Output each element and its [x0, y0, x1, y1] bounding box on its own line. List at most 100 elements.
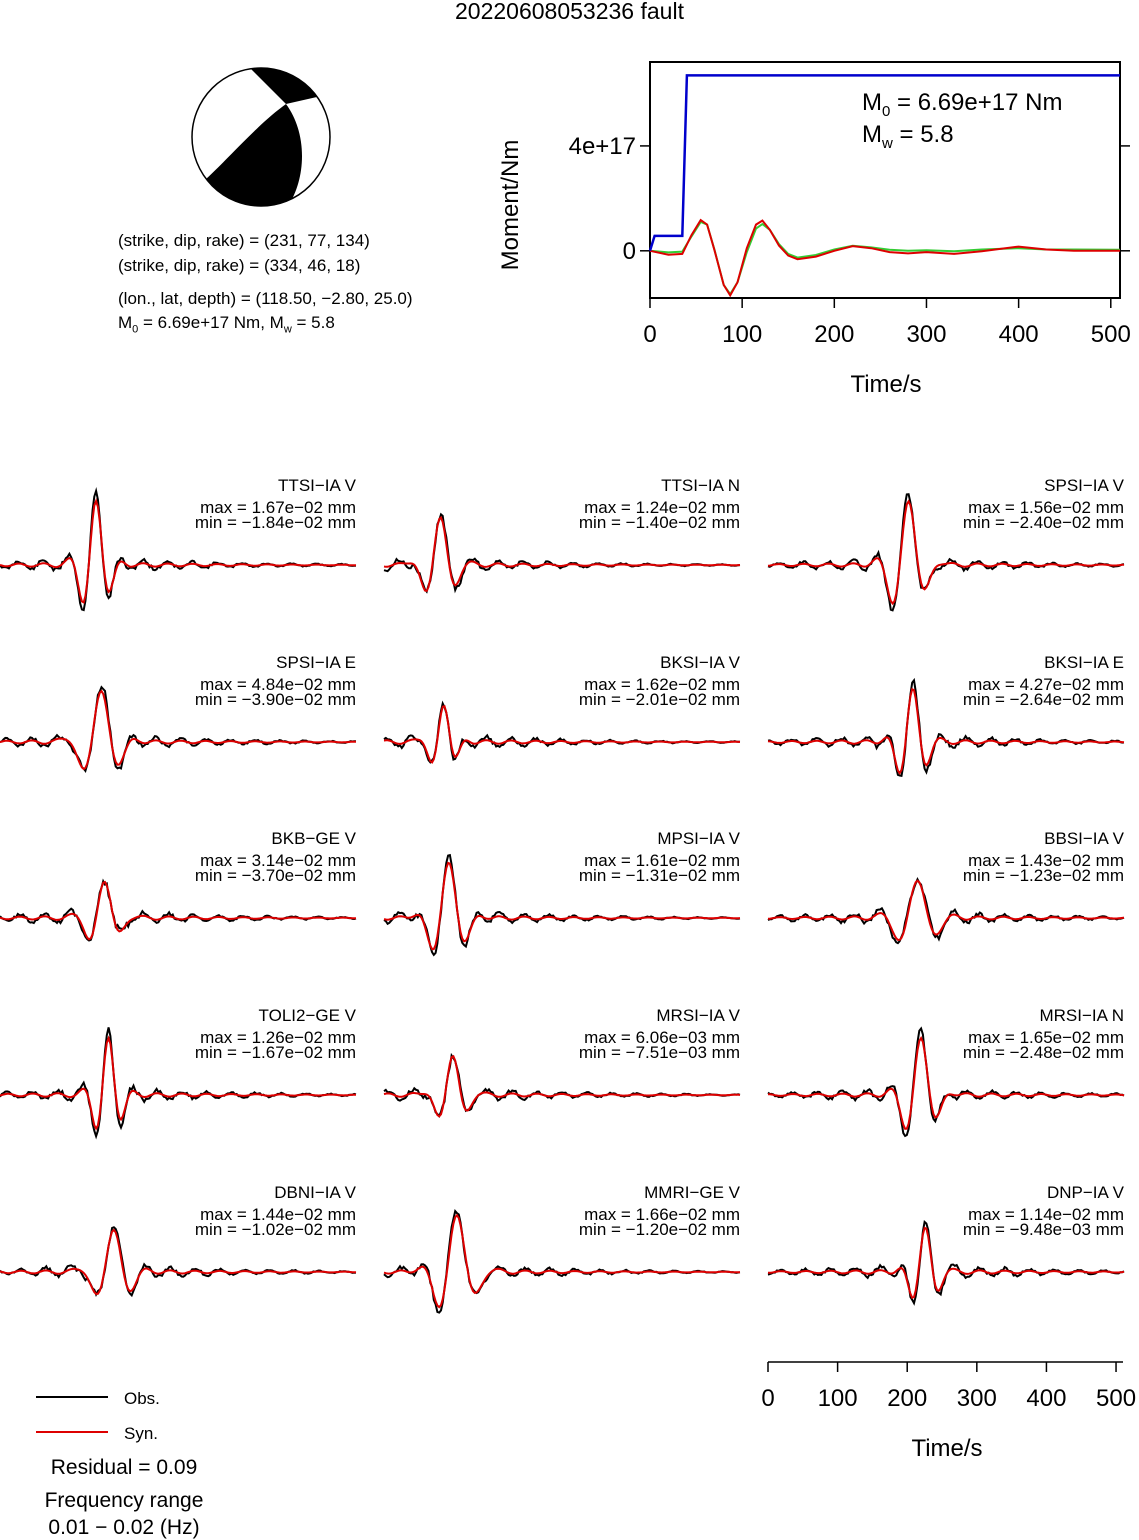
waveform-panel	[767, 1026, 1125, 1138]
trace-max: max = 1.24e−02 mm	[584, 498, 740, 517]
moment-xtick-label: 500	[1091, 321, 1131, 348]
legend-obs-label: Obs.	[124, 1389, 160, 1408]
moment-xlabel: Time/s	[850, 371, 921, 398]
trace-max: max = 1.62e−02 mm	[584, 675, 740, 694]
trace-label: TOLI2−GE V	[258, 1006, 356, 1025]
trace-min: min = −1.84e−02 mm	[194, 513, 356, 532]
figure-title: 20220608053236 fault	[455, 0, 684, 24]
waveform-panel	[767, 493, 1125, 612]
observed-trace	[0, 878, 357, 942]
residual-text: Residual = 0.09	[50, 1456, 198, 1479]
trace-label: MRSI−IA V	[656, 1006, 740, 1025]
trace-min: min = −9.48e−03 mm	[962, 1220, 1124, 1239]
waveform-panel	[767, 677, 1125, 777]
trace-label: MPSI−IA V	[657, 829, 740, 848]
trace-label: MRSI−IA N	[1039, 1006, 1124, 1025]
synthetic-trace	[383, 1054, 741, 1118]
waveform-panel	[0, 878, 357, 942]
trace-max: max = 1.26e−02 mm	[200, 1028, 356, 1047]
synthetic-trace	[0, 1228, 356, 1296]
synthetic-trace	[767, 1036, 1125, 1130]
synthetic-trace	[383, 1213, 740, 1309]
trace-min: min = −2.64e−02 mm	[962, 690, 1124, 709]
moment-xtick-label: 400	[999, 321, 1039, 348]
waveform-xtick-label: 400	[1026, 1385, 1066, 1412]
waveform-panel	[383, 1208, 741, 1314]
waveform-panel	[767, 876, 1125, 945]
synthetic-trace	[383, 861, 741, 951]
synthetic-trace	[0, 497, 356, 604]
trace-max: max = 1.67e−02 mm	[200, 498, 356, 517]
trace-label: BKB−GE V	[271, 829, 356, 848]
legend-lines	[36, 1396, 108, 1433]
trace-min: min = −1.31e−02 mm	[578, 866, 740, 885]
trace-min: min = −3.70e−02 mm	[194, 866, 356, 885]
trace-min: min = −1.67e−02 mm	[194, 1043, 356, 1062]
trace-label: MMRI−GE V	[644, 1183, 740, 1202]
waveform-xtick-label: 500	[1096, 1385, 1136, 1412]
moment-xtick-label: 200	[814, 321, 854, 348]
nodal-plane-2: (strike, dip, rake) = (334, 46, 18)	[118, 256, 361, 275]
waveform-xtick-label: 200	[887, 1385, 927, 1412]
frequency-label: Frequency range	[44, 1489, 204, 1512]
waveform-panel	[383, 512, 741, 594]
trace-label: TTSI−IA V	[278, 476, 356, 495]
moment-rate-red-line	[649, 218, 1120, 298]
trace-max: max = 1.56e−02 mm	[968, 498, 1124, 517]
moment-ytick-label: 4e+17	[569, 133, 636, 160]
trace-label: SPSI−IA V	[1044, 476, 1124, 495]
trace-min: min = −2.01e−02 mm	[578, 690, 740, 709]
trace-min: min = −1.20e−02 mm	[578, 1220, 740, 1239]
synthetic-trace	[0, 689, 356, 771]
trace-label: DNP−IA V	[1046, 1183, 1124, 1202]
waveform-panels	[0, 486, 1125, 1314]
trace-min: min = −1.23e−02 mm	[962, 866, 1124, 885]
waveform-xtick-label: 0	[761, 1385, 774, 1412]
synthetic-trace	[383, 704, 740, 764]
waveform-xtick-label: 100	[818, 1385, 858, 1412]
trace-min: min = −1.40e−02 mm	[578, 513, 740, 532]
trace-min: min = −7.51e−03 mm	[578, 1043, 740, 1062]
synthetic-trace	[0, 880, 356, 941]
trace-min: min = −3.90e−02 mm	[194, 690, 356, 709]
synthetic-trace	[383, 515, 741, 593]
m0-annotation: M0 = 6.69e+17 Nm	[862, 89, 1062, 120]
moment-ytick-label: 0	[623, 238, 636, 265]
trace-label: DBNI−IA V	[274, 1183, 356, 1202]
waveform-panel	[383, 1052, 741, 1118]
legend-syn-label: Syn.	[124, 1424, 159, 1443]
waveform-panel	[0, 486, 357, 612]
moment-xtick-label: 0	[643, 321, 656, 348]
trace-label: BKSI−IA E	[1044, 653, 1124, 672]
trace-max: max = 4.27e−02 mm	[968, 675, 1124, 694]
moment-plot-frame	[649, 61, 1121, 299]
trace-label: BBSI−IA V	[1044, 829, 1124, 848]
synthetic-trace	[768, 1226, 1125, 1299]
trace-max: max = 1.66e−02 mm	[584, 1205, 740, 1224]
observed-trace	[383, 1052, 741, 1118]
waveform-panel	[383, 853, 741, 957]
waveform-panel	[767, 1219, 1125, 1306]
trace-min: min = −2.40e−02 mm	[962, 513, 1124, 532]
waveform-xlabel: Time/s	[911, 1435, 982, 1462]
trace-min: min = −1.02e−02 mm	[194, 1220, 356, 1239]
trace-max: max = 4.84e−02 mm	[200, 675, 356, 694]
trace-label: TTSI−IA N	[661, 476, 740, 495]
moment-xtick-label: 100	[722, 321, 762, 348]
trace-max: max = 1.14e−02 mm	[968, 1205, 1124, 1224]
waveform-panel	[0, 685, 356, 774]
synthetic-trace	[767, 879, 1125, 941]
observed-trace	[767, 677, 1125, 777]
trace-max: max = 3.14e−02 mm	[200, 851, 356, 870]
synthetic-trace	[767, 687, 1125, 775]
cumulative-moment-line	[648, 74, 1120, 252]
hypocenter-info: (lon., lat, depth) = (118.50, −2.80, 25.…	[118, 289, 413, 308]
moment-info: M0 = 6.69e+17 Nm, Mw = 5.8	[118, 313, 335, 336]
nodal-plane-1: (strike, dip, rake) = (231, 77, 134)	[118, 231, 370, 250]
trace-max: max = 6.06e−03 mm	[584, 1028, 740, 1047]
waveform-panel	[383, 700, 741, 764]
mw-annotation: Mw = 5.8	[862, 121, 954, 152]
beachball	[191, 67, 331, 207]
trace-max: max = 1.61e−02 mm	[584, 851, 740, 870]
